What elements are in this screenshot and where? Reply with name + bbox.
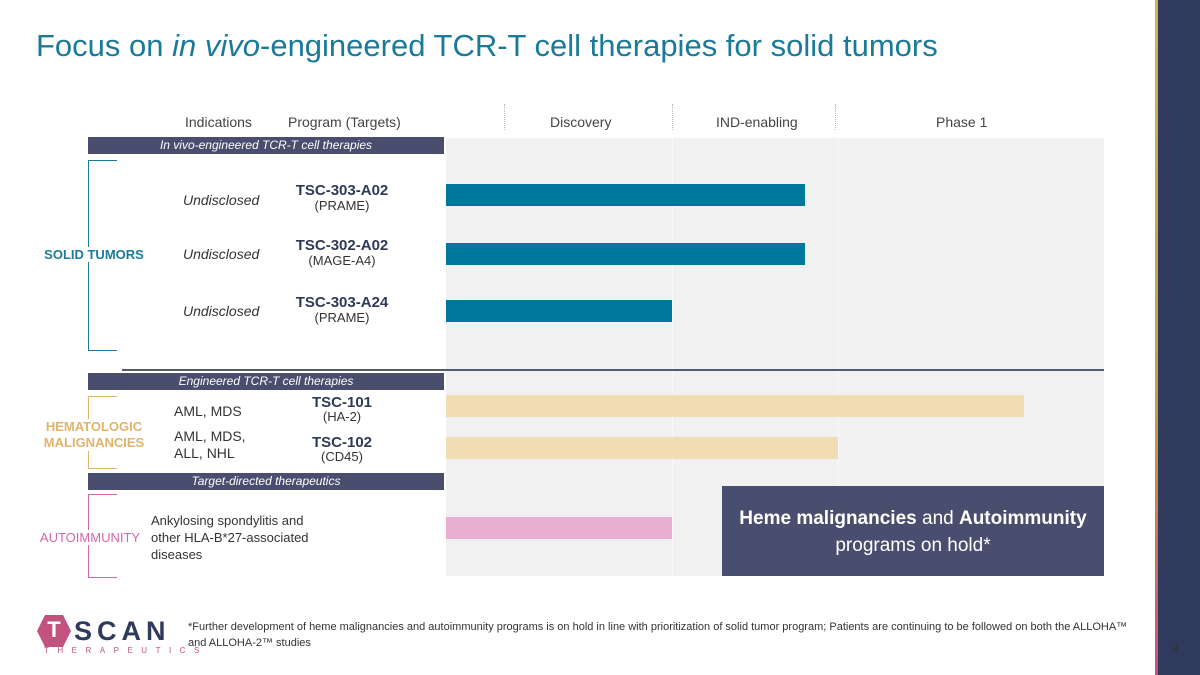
indication-row-6-line2: other HLA-B*27-associated [151, 530, 309, 545]
hold-box-line2: programs on hold* [835, 535, 991, 556]
header-indications: Indications [185, 114, 252, 130]
progress-bar-tsc-303-a02 [446, 184, 805, 206]
header-phase1: Phase 1 [936, 114, 988, 130]
program-target-row-3: (PRAME) [314, 310, 370, 325]
program-name-row-2: TSC-302-A02 [295, 237, 389, 254]
footnote: *Further development of heme malignancie… [188, 621, 1128, 649]
program-target-row-5: (CD45) [321, 449, 363, 464]
header-divider [504, 104, 505, 130]
header-discovery: Discovery [550, 114, 612, 130]
logo-hexagon-icon [37, 615, 71, 647]
indication-row-1: Undisclosed [183, 192, 260, 208]
header-divider [672, 104, 673, 130]
progress-bar-tsc-102 [446, 437, 838, 459]
indication-row-2: Undisclosed [183, 246, 260, 262]
logo-wordmark: SCAN [74, 616, 171, 646]
indication-row-6: Ankylosing spondylitis and other HLA-B*2… [151, 512, 309, 563]
program-target-row-1: (PRAME) [314, 198, 370, 213]
indication-row-6-line1: Ankylosing spondylitis and [151, 513, 304, 528]
progress-bar-autoimmunity [446, 517, 672, 539]
page-number: 4 [1172, 642, 1179, 656]
program-target-row-4: (HA-2) [322, 409, 362, 424]
program-name-row-5: TSC-102 [311, 434, 373, 451]
indication-row-6-line3: diseases [151, 547, 203, 562]
header-divider [835, 104, 836, 130]
logo-subtitle: THERAPEUTICS [44, 646, 208, 655]
section-engineered: Engineered TCR-T cell therapies [88, 373, 444, 390]
indication-row-4: AML, MDS [174, 403, 242, 419]
decorative-side-strip [1155, 0, 1200, 675]
indication-row-5: AML, MDS, ALL, NHL [174, 428, 246, 462]
stage-gridline [672, 138, 673, 576]
section-target-directed: Target-directed therapeutics [88, 473, 444, 490]
program-name-row-4: TSC-101 [311, 394, 373, 411]
group-hematologic: HEMATOLOGIC MALIGNANCIES [42, 419, 146, 451]
indication-row-5-line2: ALL, NHL [174, 445, 235, 461]
program-target-row-2: (MAGE-A4) [308, 253, 376, 268]
program-name-row-3: TSC-303-A24 [295, 294, 389, 311]
group-hematologic-line1: HEMATOLOGIC [45, 419, 143, 434]
hold-box-line1: Heme malignancies and Autoimmunity [739, 508, 1087, 529]
header-ind-enabling: IND-enabling [716, 114, 798, 130]
indication-row-5-line1: AML, MDS, [174, 428, 246, 444]
progress-bar-tsc-303-a24 [446, 300, 672, 322]
section-in-vivo: In vivo-engineered TCR-T cell therapies [88, 137, 444, 154]
section-divider [122, 369, 1104, 371]
progress-bar-tsc-101 [446, 395, 1024, 417]
group-solid-tumors: SOLID TUMORS [42, 247, 146, 262]
tscan-logo: T SCAN THERAPEUTICS [36, 613, 199, 658]
logo-letter-t: T [47, 617, 61, 642]
stage-gridline [838, 138, 839, 576]
page-title: Focus on in vivo-engineered TCR-T cell t… [36, 28, 938, 63]
program-name-row-1: TSC-303-A02 [295, 182, 389, 199]
header-program: Program (Targets) [288, 114, 401, 130]
indication-row-3: Undisclosed [183, 303, 260, 319]
programs-on-hold-callout: Heme malignancies and Autoimmunity progr… [722, 486, 1104, 576]
progress-bar-tsc-302-a02 [446, 243, 805, 265]
group-hematologic-line2: MALIGNANCIES [43, 435, 145, 450]
group-autoimmunity: AUTOIMMUNITY [38, 530, 142, 545]
